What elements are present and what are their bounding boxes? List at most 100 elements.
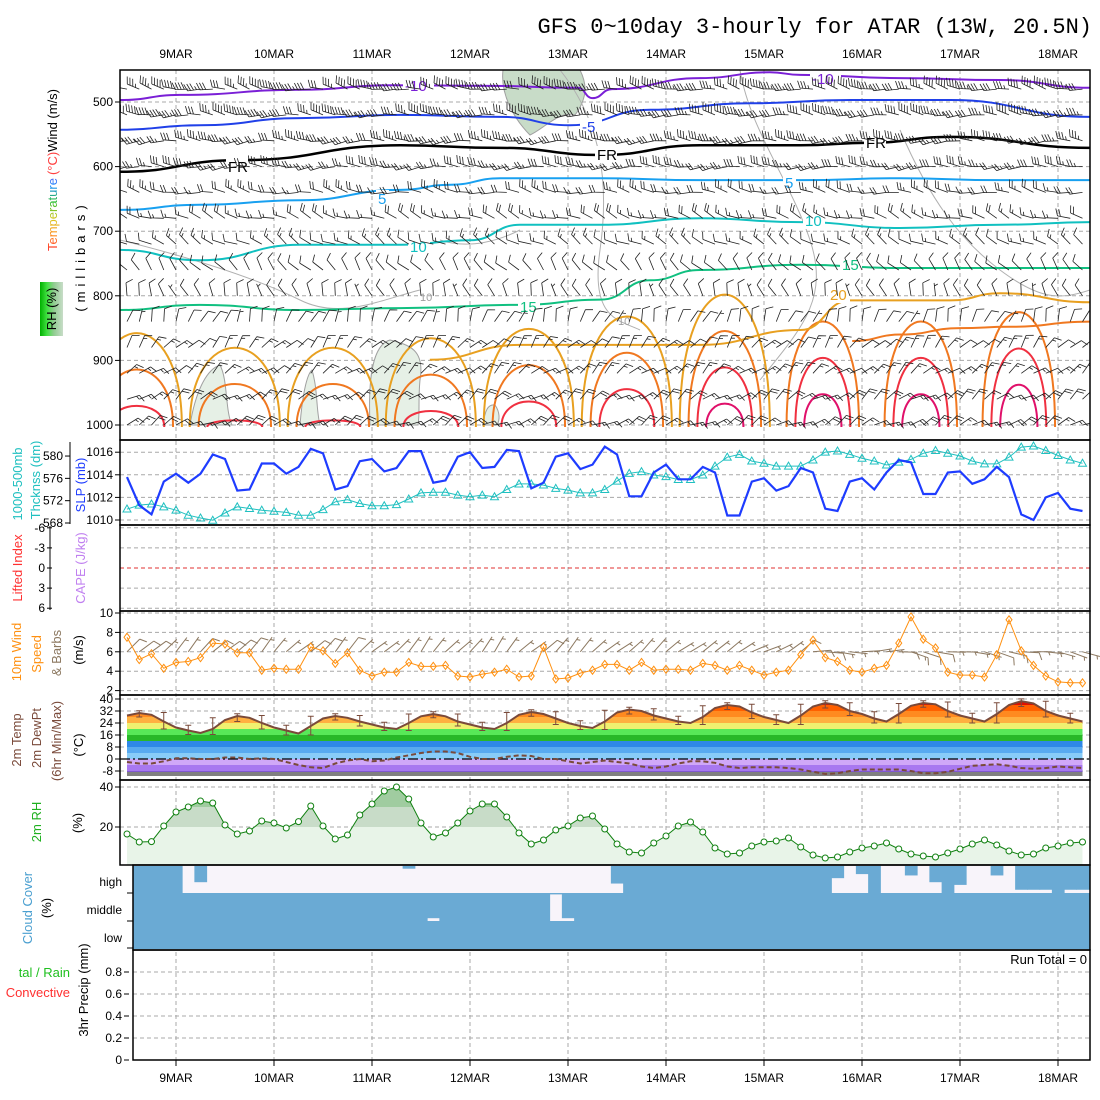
isotherm-line xyxy=(120,263,1090,312)
wind-barb xyxy=(396,338,414,348)
wind-barb xyxy=(702,311,719,322)
wind-barb xyxy=(329,136,348,146)
wind-barb xyxy=(579,129,593,142)
wind-barb xyxy=(420,76,434,90)
wind-barb xyxy=(739,392,758,400)
thickness-point xyxy=(477,490,488,499)
rh-point xyxy=(613,840,621,848)
wind-barb xyxy=(126,335,140,348)
wind-barb xyxy=(1006,233,1022,245)
cloud-cover-bar xyxy=(610,893,624,921)
wind-barb xyxy=(528,208,544,219)
cloud-cover-bar xyxy=(1027,893,1041,921)
wind-barb xyxy=(269,82,287,90)
wind-barb xyxy=(370,207,385,219)
wind-barb xyxy=(457,389,475,400)
wind-barb xyxy=(623,137,642,146)
temp-minmax-whisker xyxy=(552,711,559,725)
wind-barb xyxy=(739,335,754,348)
wind10-barb xyxy=(212,640,234,653)
temp-tick-label: 0 xyxy=(106,752,113,766)
thickness-point xyxy=(183,510,194,519)
wind-barb xyxy=(899,255,912,271)
wind-barb xyxy=(849,337,866,348)
wind-barb xyxy=(456,155,471,167)
rh-tick-label: 40 xyxy=(100,780,114,794)
thickness-point xyxy=(1016,442,1027,451)
wind-barb xyxy=(310,393,329,400)
wind-barb xyxy=(151,336,167,348)
wind-barb xyxy=(237,366,255,374)
temp-minmax-whisker xyxy=(993,702,1000,724)
wind-barb xyxy=(726,308,739,322)
wind-barb xyxy=(175,418,194,426)
lifted-index-label: Lifted Index xyxy=(10,534,25,602)
thickness-point xyxy=(452,490,463,499)
wind-barb xyxy=(543,230,556,245)
wind10-barb xyxy=(996,651,1015,666)
wind-barb xyxy=(1018,105,1034,116)
wind10-barb xyxy=(702,640,719,653)
wind-barb xyxy=(236,335,251,348)
cloud-cover-bar xyxy=(929,893,943,921)
wind-barb xyxy=(1070,419,1088,426)
thickness-point xyxy=(967,456,978,465)
wind-barb xyxy=(125,278,133,296)
wind-barb xyxy=(530,307,543,322)
temp-band-bottom xyxy=(127,772,1083,776)
wind-barb xyxy=(962,227,973,245)
wind-barb xyxy=(833,210,850,219)
wind-barb xyxy=(379,186,397,195)
wind-barb xyxy=(580,420,598,427)
wind-barb xyxy=(747,133,765,142)
wind-speed-point xyxy=(760,670,768,680)
thickness-point xyxy=(955,451,965,460)
wind10-barb xyxy=(837,651,856,659)
cloud-cover-bar xyxy=(427,921,440,949)
wind-barb xyxy=(249,336,265,348)
cloud-cover-bar xyxy=(549,921,563,949)
wind-barb xyxy=(858,81,875,90)
li-tick-label: -3 xyxy=(34,541,45,555)
wind-barb xyxy=(432,279,440,296)
cloud-cover-bar xyxy=(806,921,820,949)
temp-minmax-whisker xyxy=(1018,698,1025,707)
thickness-point xyxy=(832,446,843,455)
wind-barb xyxy=(837,306,847,322)
wind-speed-point xyxy=(417,661,425,672)
cloud-cover-bar xyxy=(378,921,391,949)
temp-tick-label: -8 xyxy=(102,764,113,778)
date-label-bottom: 15MAR xyxy=(744,1071,784,1085)
wind-barb xyxy=(457,338,475,348)
wind-barb xyxy=(441,210,458,219)
wind-barb xyxy=(865,278,875,297)
rh-point xyxy=(368,800,376,808)
wind-barb xyxy=(873,308,887,322)
date-label-bottom: 18MAR xyxy=(1038,1071,1078,1085)
rh-point xyxy=(674,822,682,830)
wind-barb xyxy=(494,421,512,429)
cloud-cover-bar xyxy=(917,921,930,949)
wind-speed-point xyxy=(821,652,829,663)
wind-barb xyxy=(739,75,752,90)
wind-barb xyxy=(1057,417,1076,426)
wind-barb xyxy=(923,178,936,193)
wind-barb xyxy=(964,252,973,271)
wind-barb xyxy=(813,179,826,193)
wind-barb xyxy=(287,254,299,271)
wind-speed-point xyxy=(196,652,205,663)
wind-barb xyxy=(228,252,238,271)
wind-speed-point xyxy=(637,657,646,668)
wind-barb xyxy=(389,278,397,297)
wind-barb xyxy=(161,79,177,90)
rh-point xyxy=(932,853,939,861)
wind-barb xyxy=(398,202,410,219)
wind-barb xyxy=(333,232,348,245)
wind-speed-point xyxy=(258,665,266,676)
wind-barb xyxy=(543,392,562,400)
wind-barb xyxy=(245,210,262,219)
wind-barb xyxy=(723,158,740,167)
wind-barb xyxy=(188,204,201,219)
wind-barb xyxy=(702,336,718,348)
rh-point xyxy=(197,797,204,805)
